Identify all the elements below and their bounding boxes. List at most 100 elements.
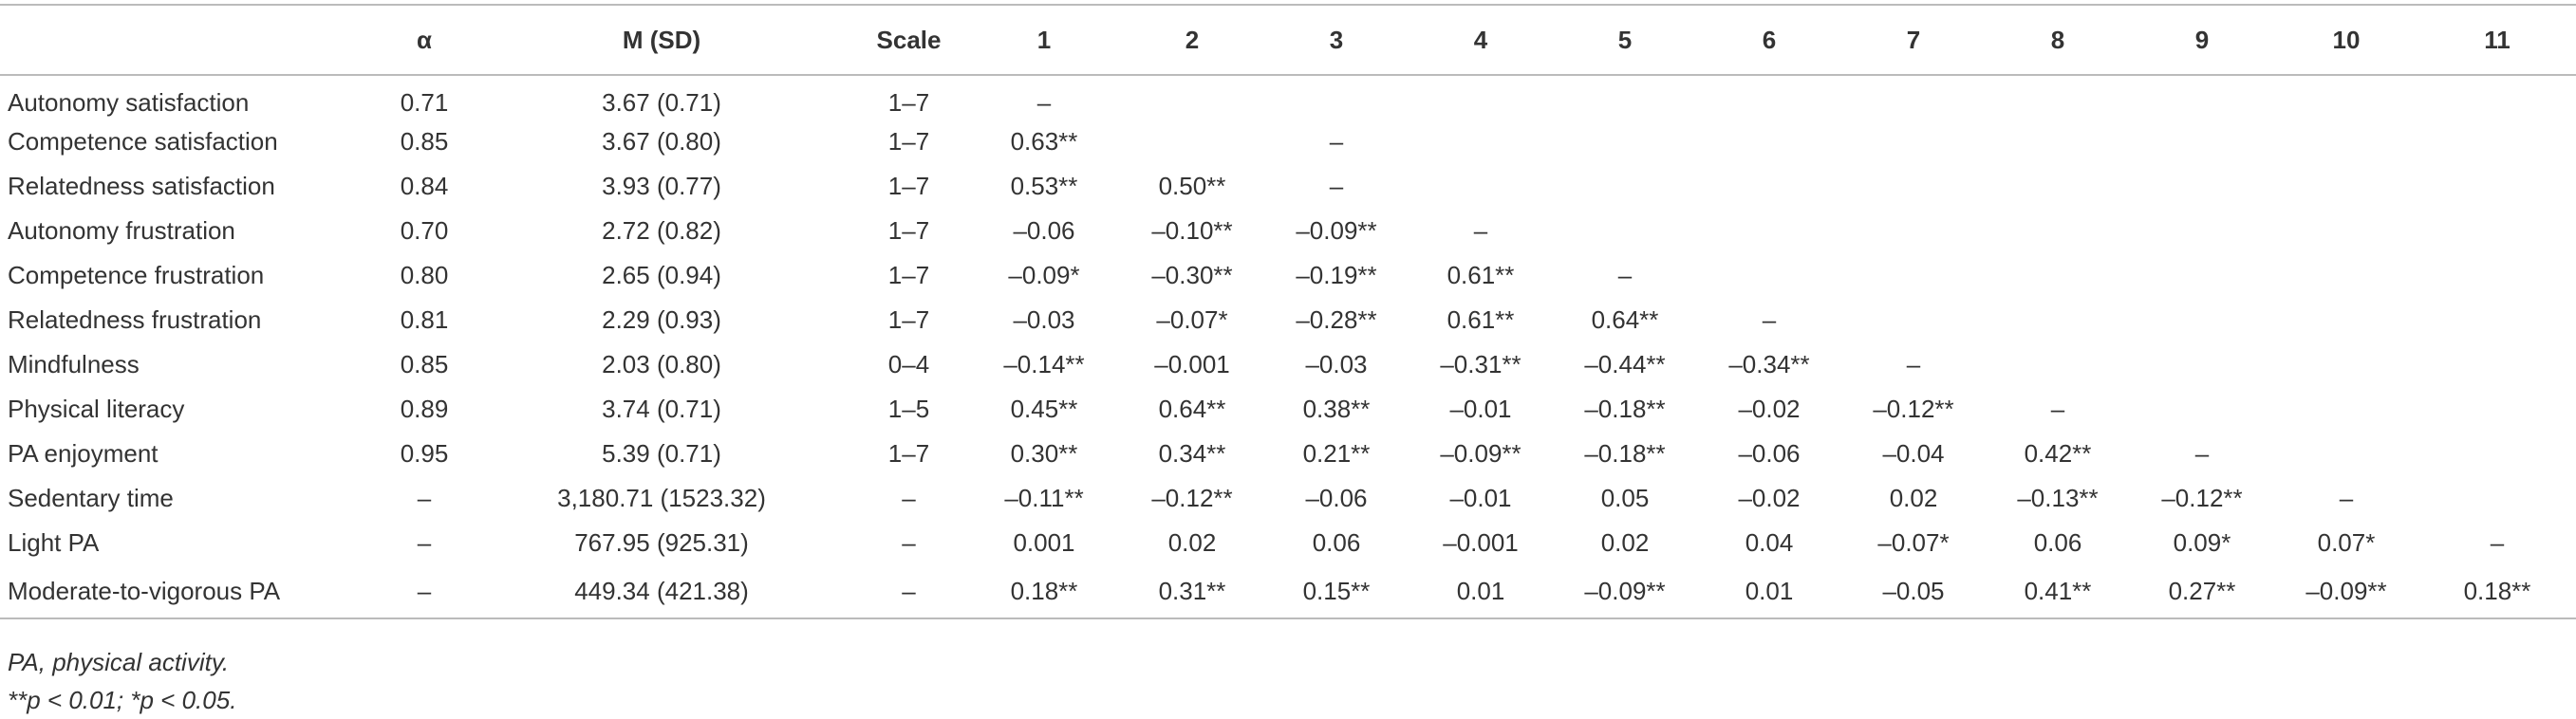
header-cell: 5 xyxy=(1617,25,1633,54)
table-row: Light PA –767.95 (925.31) –0.001 0.02 0.06 –0… xyxy=(0,521,2576,565)
header-cell: 10 xyxy=(2332,25,2361,54)
cell xyxy=(1553,209,1697,253)
cell: 0–4 xyxy=(887,350,930,378)
cell: –0.30** xyxy=(1151,261,1233,289)
table-row: PA enjoyment 0.95 5.39 (0.71) 1–7 0.30** 0.34… xyxy=(0,432,2576,476)
cell xyxy=(1697,253,1841,298)
correlation-table: α M (SD) Scale 1 2 3 4 5 6 7 8 9 10 11 Autonomy satis… xyxy=(0,4,2576,619)
table-row: Relatedness satisfaction 0.84 3.93 (0.77) 1… xyxy=(0,164,2576,209)
cell: 0.001 xyxy=(1013,528,1075,557)
table-row: Relatedness frustration 0.81 2.29 (0.93) 1–… xyxy=(0,298,2576,342)
cell xyxy=(2130,164,2274,209)
cell: 0.02 xyxy=(1889,484,1938,512)
cell: 3.93 (0.77) xyxy=(602,172,721,200)
cell: 0.61** xyxy=(1447,305,1515,334)
cell: 0.71 xyxy=(400,87,449,117)
table-row: Mindfulness 0.85 2.03 (0.80) 0–4 –0.14** –0.0… xyxy=(0,342,2576,387)
cell xyxy=(2130,209,2274,253)
header-cell: Scale xyxy=(876,25,942,54)
cell: –0.09** xyxy=(1296,216,1377,245)
cell: 0.42** xyxy=(2024,439,2092,468)
header-cell: α xyxy=(417,25,432,54)
cell xyxy=(1986,164,2130,209)
cell: 449.34 (421.38) xyxy=(574,577,749,605)
cell: – xyxy=(417,577,432,605)
cell: 0.38** xyxy=(1302,395,1371,423)
cell: 0.04 xyxy=(1745,528,1794,557)
header-cell: 7 xyxy=(1906,25,1921,54)
cell: – xyxy=(417,484,432,512)
cell: 0.64** xyxy=(1591,305,1659,334)
cell: 1–7 xyxy=(887,216,930,245)
cell: 0.06 xyxy=(2033,528,2082,557)
row-label: Autonomy frustration xyxy=(8,216,235,245)
footnote: PA, physical activity. xyxy=(8,648,230,676)
cell: –0.12** xyxy=(1873,395,1954,423)
cell xyxy=(2274,253,2418,298)
cell: 0.41** xyxy=(2024,577,2092,605)
cell: 0.63** xyxy=(1010,127,1078,156)
cell xyxy=(1986,342,2130,387)
cell: –0.09** xyxy=(1440,439,1521,468)
cell: –0.19** xyxy=(1296,261,1377,289)
cell: 0.05 xyxy=(1600,484,1650,512)
row-label: Relatedness frustration xyxy=(8,305,262,334)
header-cell: 1 xyxy=(1036,25,1052,54)
header-cell: 6 xyxy=(1762,25,1777,54)
cell xyxy=(1986,120,2130,164)
cell: – xyxy=(1906,350,1921,378)
cell: 0.27** xyxy=(2168,577,2236,605)
cell: 0.01 xyxy=(1745,577,1794,605)
row-label: Sedentary time xyxy=(8,484,174,512)
cell: 0.30** xyxy=(1010,439,1078,468)
header-cell: 8 xyxy=(2050,25,2065,54)
cell: –0.11** xyxy=(1004,484,1084,512)
cell: 0.31** xyxy=(1158,577,1226,605)
cell xyxy=(1409,75,1553,120)
cell xyxy=(2130,342,2274,387)
footnote: **p < 0.01; *p < 0.05. xyxy=(8,686,237,714)
cell xyxy=(1986,298,2130,342)
cell: –0.001 xyxy=(1154,350,1230,378)
cell: –0.06 xyxy=(1738,439,1801,468)
table-row: Competence satisfaction 0.85 3.67 (0.80) 1–… xyxy=(0,120,2576,164)
cell: – xyxy=(1329,127,1344,156)
cell: – xyxy=(1762,305,1777,334)
table-row: Competence frustration 0.80 2.65 (0.94) 1–7… xyxy=(0,253,2576,298)
cell xyxy=(2418,298,2576,342)
cell: – xyxy=(902,577,916,605)
cell: –0.03 xyxy=(1305,350,1368,378)
cell: –0.34** xyxy=(1728,350,1810,378)
cell xyxy=(2274,298,2418,342)
cell xyxy=(2274,164,2418,209)
cell: 1–7 xyxy=(887,261,930,289)
cell: –0.18** xyxy=(1584,395,1666,423)
cell: 3.67 (0.80) xyxy=(602,127,721,156)
cell: 0.64** xyxy=(1158,395,1226,423)
cell xyxy=(2418,75,2576,120)
cell: –0.06 xyxy=(1013,216,1075,245)
cell: –0.14** xyxy=(1003,350,1085,378)
cell: 3,180.71 (1523.32) xyxy=(557,484,766,512)
cell xyxy=(1553,75,1697,120)
cell: 0.06 xyxy=(1312,528,1361,557)
cell: 0.02 xyxy=(1167,528,1217,557)
cell: – xyxy=(2050,395,2065,423)
cell: – xyxy=(902,528,916,557)
cell: – xyxy=(2194,439,2210,468)
cell: 1–7 xyxy=(887,87,930,117)
cell: 1–7 xyxy=(887,172,930,200)
cell: –0.02 xyxy=(1738,395,1801,423)
cell: 2.03 (0.80) xyxy=(602,350,721,378)
cell xyxy=(1986,209,2130,253)
header-cell: 11 xyxy=(2484,25,2511,54)
cell xyxy=(1697,120,1841,164)
cell: –0.01 xyxy=(1449,395,1512,423)
cell xyxy=(2274,120,2418,164)
cell: 3.74 (0.71) xyxy=(602,395,721,423)
cell xyxy=(1986,253,2130,298)
cell: – xyxy=(2490,528,2505,557)
cell xyxy=(2418,342,2576,387)
cell: –0.44** xyxy=(1584,350,1666,378)
cell: 3.67 (0.71) xyxy=(602,87,721,117)
